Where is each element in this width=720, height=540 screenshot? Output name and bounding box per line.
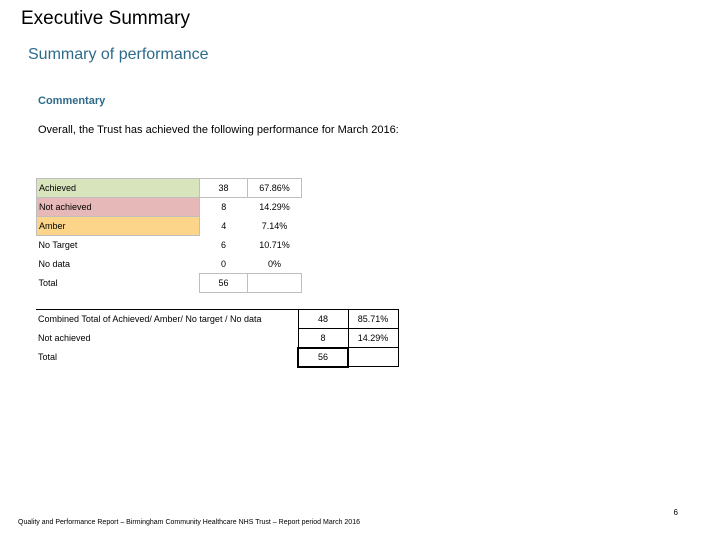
table-row: No Target 6 10.71% [37,236,302,255]
row-count: 56 [199,273,248,293]
commentary-heading: Commentary [38,95,106,107]
row-label: Amber [36,216,200,236]
row-percent: 10.71% [259,240,290,250]
table-row: Not achieved 8 14.29% [36,328,399,348]
row-label: Not achieved [38,333,91,343]
table-row: Achieved 38 67.86% [36,178,302,198]
row-count: 56 [297,346,349,368]
footer-text: Quality and Performance Report – Birming… [18,519,360,526]
row-label: Not achieved [36,197,200,217]
combined-total-table: Combined Total of Achieved/ Amber/ No ta… [36,309,399,368]
table-row: No data 0 0% [37,255,302,274]
row-percent: 14.29% [259,202,290,213]
page-number: 6 [673,508,678,517]
row-label: No data [38,259,71,269]
table-row: Not achieved 8 14.29% [36,197,302,217]
row-count: 8 [297,328,349,348]
row-label: Total [38,352,58,362]
row-count: 6 [220,240,226,250]
row-label: No Target [38,240,78,251]
table-row: Total 56 [37,273,302,293]
page-title: Executive Summary [21,8,190,29]
row-percent [247,273,302,293]
row-percent: 0% [267,258,281,269]
row-percent [347,347,399,367]
commentary-intro: Overall, the Trust has achieved the foll… [38,124,399,136]
page-subtitle: Summary of performance [28,46,209,63]
row-percent: 7.14% [261,221,288,231]
row-label: Total [38,278,58,288]
table-row: Total 56 [36,346,399,368]
row-percent: 14.29% [347,328,399,348]
row-label: Achieved [36,178,200,198]
row-count: 4 [221,221,227,231]
row-count: 8 [221,202,227,213]
row-count: 48 [297,309,349,329]
table-row: Combined Total of Achieved/ Amber/ No ta… [36,309,399,329]
performance-summary-table: Achieved 38 67.86% Not achieved 8 14.29%… [36,178,302,293]
row-percent: 85.71% [347,309,399,329]
table-row: Amber 4 7.14% [36,216,302,236]
row-count: 38 [199,178,248,198]
row-label: Combined Total of Achieved/ Amber/ No ta… [36,309,298,329]
row-percent: 67.86% [247,178,302,198]
row-count: 0 [220,258,226,269]
